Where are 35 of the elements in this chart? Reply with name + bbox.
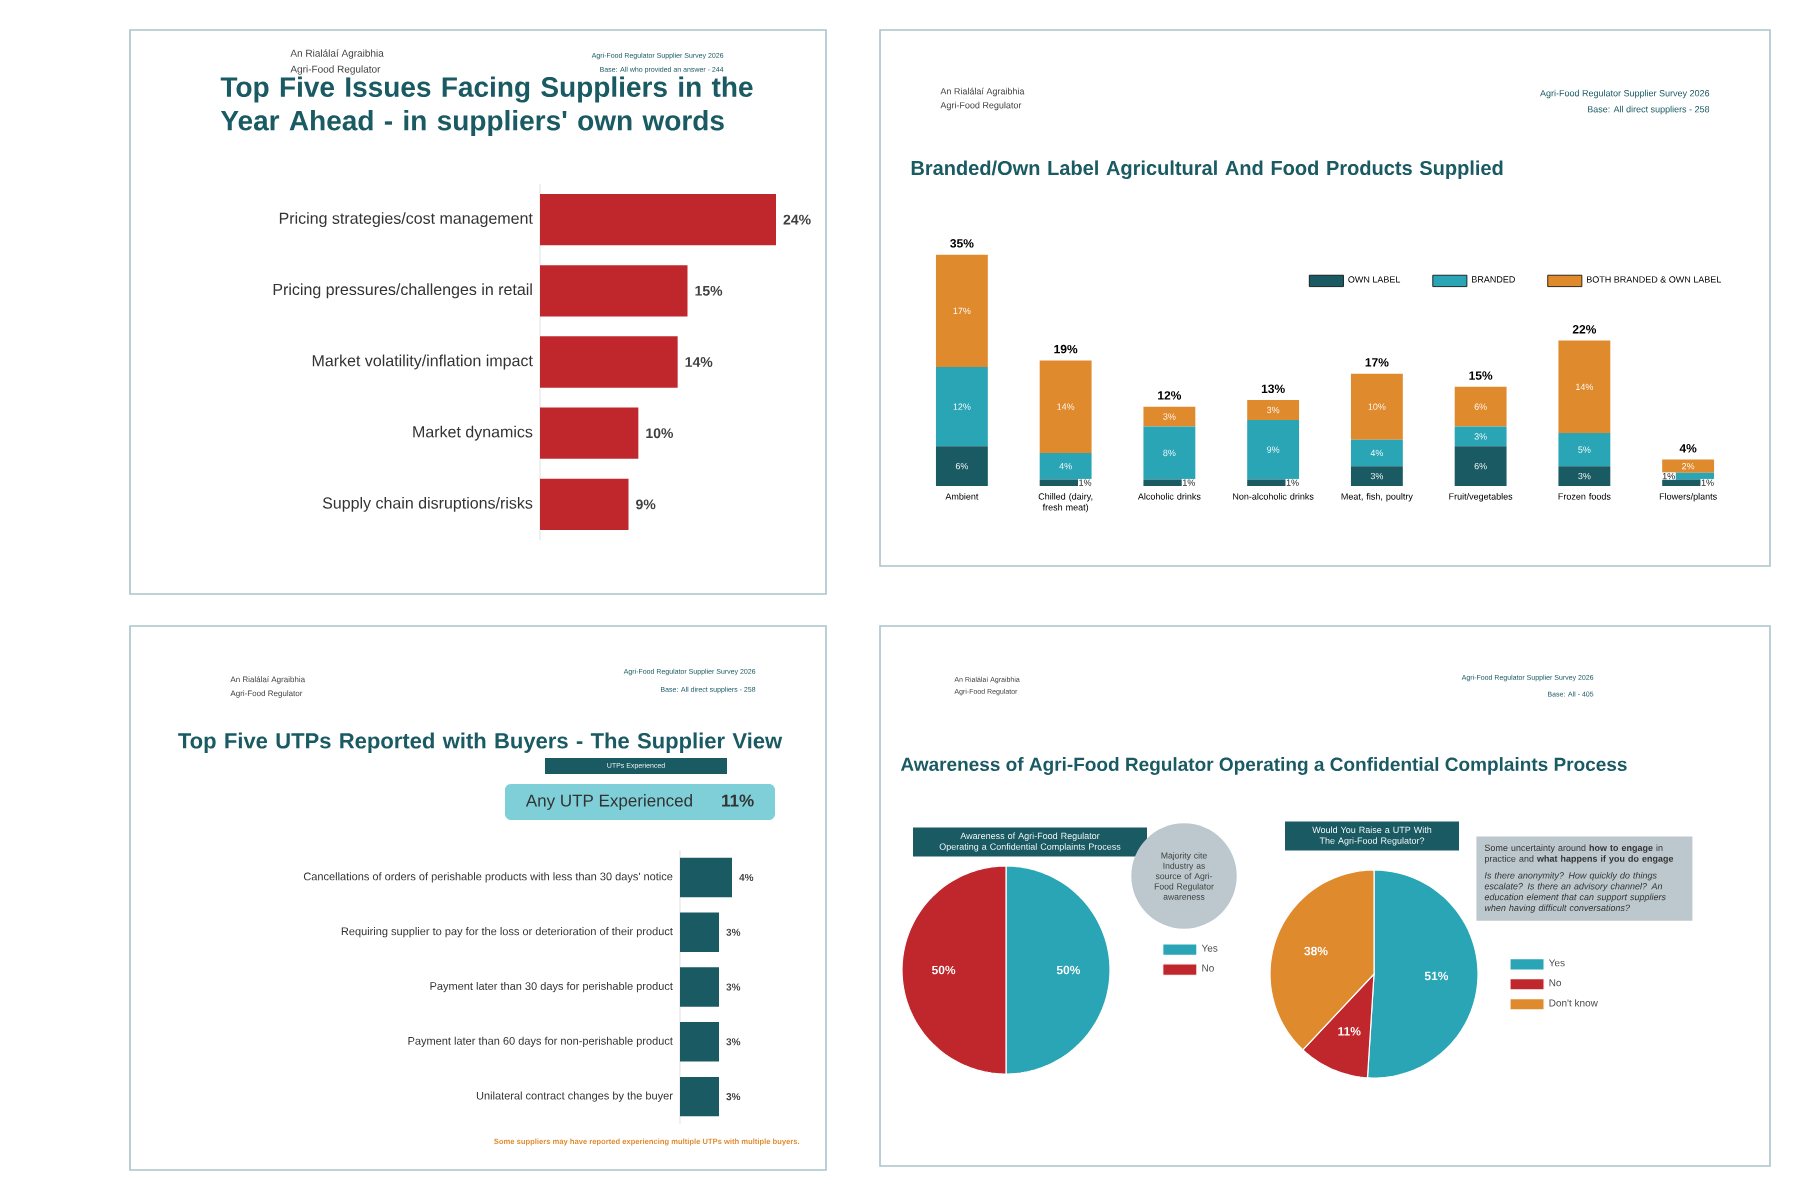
chart-title: Top Five Issues Facing Suppliers in the Year Ahead - in suppliers' own words <box>220 76 753 137</box>
bar <box>935 367 988 447</box>
bar <box>1039 360 1092 453</box>
y-tick-label: Supply chain disruptions/risks <box>322 496 533 512</box>
text: 11% <box>722 794 754 807</box>
y-tick-label: Pricing strategies/cost management <box>279 212 533 228</box>
chart-title: Branded/Own Label Agricultural And Food Products Supplied <box>911 160 1503 180</box>
bar <box>1558 466 1611 486</box>
bar <box>1558 340 1611 434</box>
bar <box>1143 426 1196 480</box>
bar <box>1454 386 1507 427</box>
bar <box>1247 400 1300 420</box>
text: Top Five UTPs Reported with Buyers - The Supplier View <box>178 732 783 753</box>
bar <box>1350 439 1403 467</box>
bar <box>1662 459 1715 473</box>
y-tick-label: Pricing pressures/challenges in retail <box>273 283 532 299</box>
bar <box>1558 433 1611 467</box>
bar <box>1143 406 1196 427</box>
text: Any UTP Experienced <box>525 794 692 810</box>
bar <box>540 193 776 246</box>
text: Awareness of Agri-Food Regulator Operating a Confidential Complaints Process <box>900 757 1627 775</box>
bar <box>1350 373 1403 440</box>
bar <box>540 265 688 317</box>
bar <box>1039 452 1092 480</box>
bar <box>1350 466 1403 486</box>
bar <box>540 336 678 388</box>
bar <box>1454 426 1507 447</box>
bar <box>540 478 629 531</box>
bar <box>935 446 988 486</box>
bar <box>935 254 988 368</box>
bar <box>1247 419 1300 480</box>
y-tick-label: Market volatility/inflation impact <box>312 354 533 370</box>
bar <box>540 407 639 459</box>
y-tick-label: Market dynamics <box>413 425 533 441</box>
bar <box>1454 446 1507 486</box>
